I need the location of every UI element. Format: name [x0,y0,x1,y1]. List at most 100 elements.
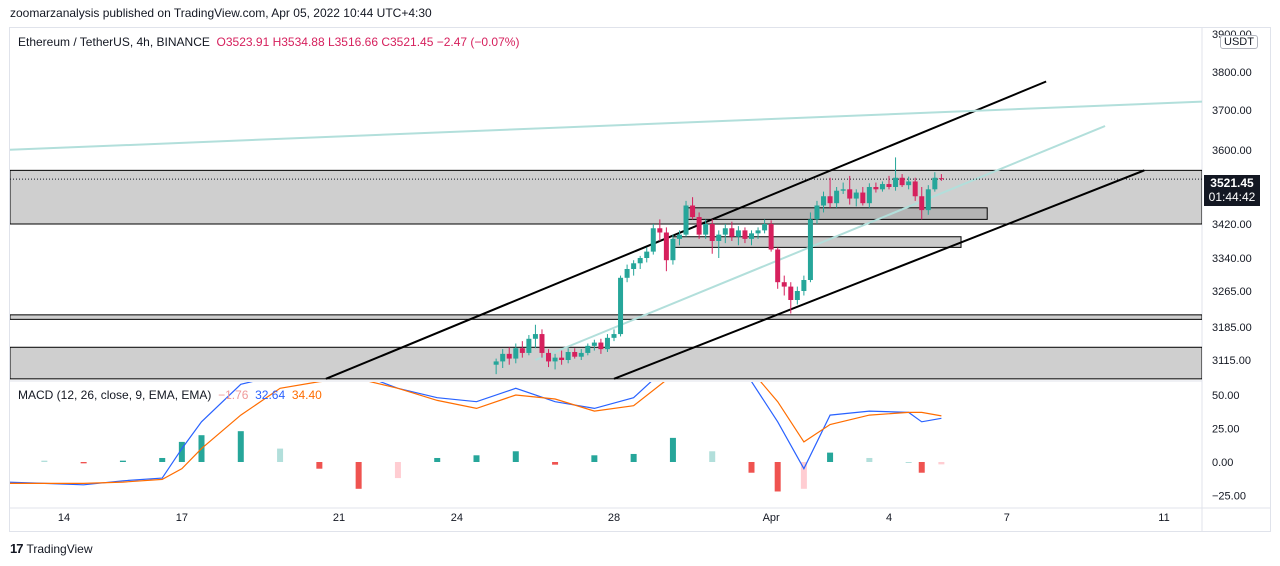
ohlc-values: O3523.91 H3534.88 L3516.66 C3521.45 −2.4… [216,35,520,49]
candle-body-5 [526,338,532,353]
price-tick-label: 3800.00 [1212,67,1252,79]
time-tick-label: 28 [608,512,620,524]
candle-body-1 [500,353,506,362]
candle-body-42 [768,224,774,250]
candle-body-48 [807,219,813,280]
candle-body-53 [840,189,846,191]
price-tick-label: 3340.00 [1212,253,1252,265]
candle-body-7 [539,334,545,353]
candle-body-68 [938,178,944,180]
macd-tick-label: 0.00 [1212,457,1233,469]
candle-body-36 [729,228,735,237]
candle-body-12 [572,351,578,357]
candle-body-61 [893,177,899,187]
candle-body-23 [644,251,650,258]
candle-body-19 [618,277,624,335]
candle-body-26 [663,232,669,261]
candle-body-49 [814,205,820,220]
candle-body-51 [827,196,833,204]
macd-histogram-bar-5 [178,441,185,462]
candle-body-45 [788,286,794,300]
candle-body-55 [853,192,859,199]
tradingview-brand: TradingView [26,542,93,556]
macd-signal-value: 34.40 [291,388,322,402]
macd-line [10,382,942,486]
macd-line-value: 32.64 [255,388,286,402]
macd-histogram-bar-2 [80,462,87,464]
last-price-tag: 3521.45 01:44:42 [1204,175,1260,206]
price-tick-label: 3600.00 [1212,145,1252,157]
candle-body-63 [906,181,912,186]
candle-body-65 [919,196,925,211]
tradingview-logo[interactable]: 17 TradingView [10,541,93,556]
time-tick-label: Apr [763,512,780,524]
zone-2 [10,346,1202,380]
candle-body-58 [873,187,879,190]
bar-countdown: 01:44:42 [1208,190,1256,204]
candle-body-67 [932,177,938,190]
time-tick-label: 24 [451,512,463,524]
candle-body-34 [716,234,722,241]
macd-histogram-bar-13 [473,455,480,462]
candle-body-43 [775,249,781,283]
candle-body-54 [847,189,853,199]
candle-body-15 [591,342,597,346]
candle-body-25 [657,228,663,233]
candle-body-33 [709,224,715,241]
candle-body-30 [690,205,696,218]
chart-frame [9,27,1271,532]
macd-histogram-bar-8 [277,448,284,462]
price-tick-label: 3115.00 [1212,355,1251,367]
macd-histogram-bar-16 [591,455,598,462]
candle-body-27 [670,238,676,261]
candle-body-10 [559,357,565,360]
macd-histogram-bar-21 [774,462,781,492]
candle-body-17 [604,337,610,350]
candle-body-32 [703,224,709,235]
currency-button[interactable]: USDT [1220,35,1258,49]
macd-histogram-bar-12 [434,457,441,462]
time-tick-label: 7 [1004,512,1010,524]
time-tick-label: 17 [176,512,188,524]
macd-histogram-bar-9 [316,462,323,469]
macd-histogram-bar-26 [918,462,925,473]
macd-histogram-bar-18 [669,437,676,462]
candle-body-59 [879,184,885,190]
macd-histogram-bar-1 [41,460,48,462]
macd-histogram-bar-17 [630,453,637,462]
macd-histogram-bar-23 [827,452,834,462]
candle-body-37 [735,230,741,237]
last-price-value: 3521.45 [1210,176,1254,190]
trendline-3 [535,125,1106,361]
candle-body-44 [781,282,787,287]
candle-body-16 [598,342,604,350]
zone-3 [685,207,988,220]
candle-body-3 [513,348,519,359]
candle-body-20 [624,269,630,278]
macd-histogram-bar-15 [552,462,559,465]
symbol-title: Ethereum / TetherUS, 4h, BINANCE [18,35,210,49]
macd-histogram-bar-3 [119,460,126,462]
macd-histogram-bar-7 [237,431,244,462]
zone-0 [10,169,1202,225]
macd-histogram-bar-22 [800,462,807,489]
published-by: zoomarzanalysis published on TradingView… [10,6,432,20]
candle-body-50 [821,196,827,206]
macd-tick-label: 25.00 [1212,424,1240,436]
candle-body-9 [552,357,558,362]
macd-legend[interactable]: MACD (12, 26, close, 9, EMA, EMA) −1.76 … [18,388,322,402]
macd-histogram-bar-14 [512,451,519,462]
candle-body-62 [899,177,905,186]
price-tick-label: 3185.00 [1212,322,1252,334]
macd-histogram-bar-0 [2,459,8,462]
macd-histogram-bar-25 [905,462,912,463]
macd-histogram-bar-11 [394,462,401,479]
candle-body-4 [519,348,525,353]
symbol-legend[interactable]: Ethereum / TetherUS, 4h, BINANCE O3523.9… [18,35,519,49]
candle-body-46 [794,291,800,300]
candle-body-24 [650,228,656,252]
candle-body-28 [676,234,682,239]
candle-body-66 [925,189,931,211]
price-tick-label: 3420.00 [1212,219,1252,231]
